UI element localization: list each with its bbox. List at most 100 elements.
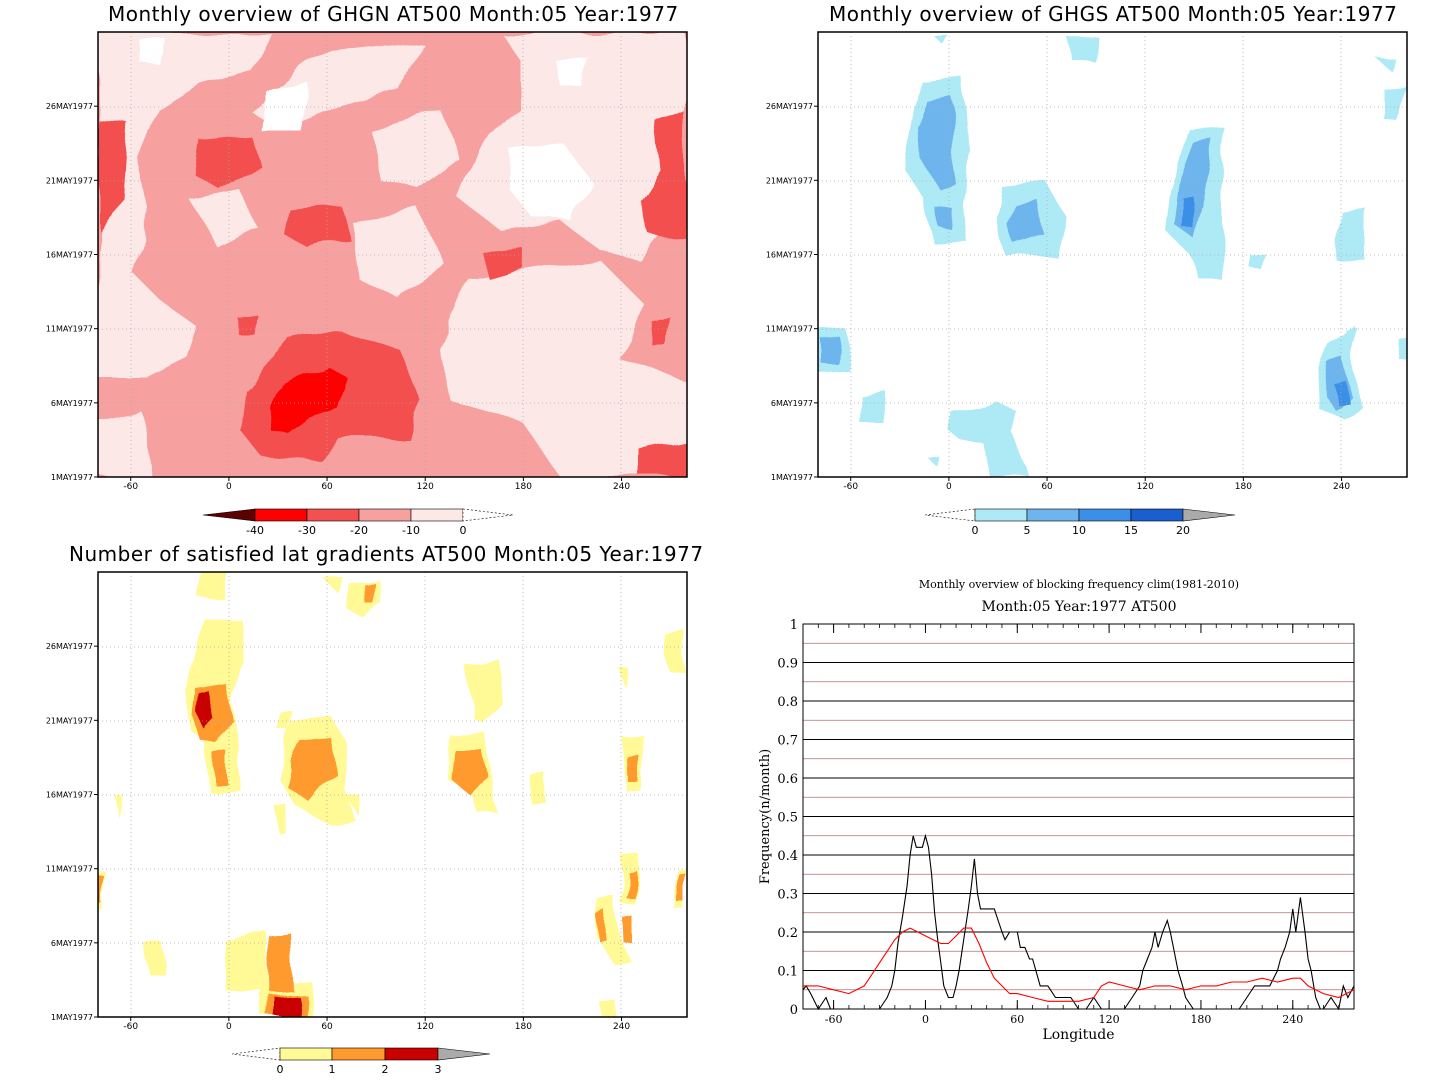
ghgs-region-light bbox=[948, 400, 1030, 477]
y-tick-label: 0 bbox=[790, 1003, 798, 1018]
ghgn-region-medium bbox=[480, 245, 525, 280]
x-axis-label: Longitude bbox=[1042, 1027, 1114, 1043]
ghgn-y-tick-label: 21MAY1977 bbox=[46, 176, 93, 185]
ghgs-title: Monthly overview of GHGS AT500 Month:05 … bbox=[829, 2, 1398, 26]
lat-region-low bbox=[278, 708, 290, 730]
lat-region-mid bbox=[360, 578, 370, 600]
ghgs-colorbar-extend-high bbox=[1182, 508, 1236, 522]
ghgs-region-mid bbox=[920, 100, 955, 190]
lat-region-high bbox=[196, 690, 214, 730]
lat-region-mid bbox=[597, 912, 607, 940]
ghgn-colorbar-swatch bbox=[306, 508, 360, 522]
ghgs-x-tick-label: 240 bbox=[1333, 482, 1350, 492]
lat-region-mid bbox=[452, 750, 487, 795]
lat-y-tick-label: 6MAY1977 bbox=[51, 939, 93, 948]
ghgs-region-light bbox=[1070, 38, 1100, 65]
ghgn-heatmap bbox=[98, 32, 687, 477]
lat-region-mid bbox=[215, 752, 228, 785]
lat-region-mid bbox=[680, 875, 687, 905]
ghgn-x-tick-label: 240 bbox=[613, 482, 630, 492]
lat-colorbar-label: 3 bbox=[435, 1063, 442, 1076]
ghgn-region-white bbox=[260, 85, 310, 130]
ghgs-colorbar-swatch bbox=[1026, 508, 1080, 522]
ghgs-colorbar: 0 5 10 15 20 bbox=[924, 508, 1236, 537]
ghgn-region-medium bbox=[195, 135, 260, 190]
ghgs-region-light bbox=[925, 455, 938, 465]
ghgs-y-tick-label: 11MAY1977 bbox=[766, 325, 813, 334]
ghgn-colorbar-label: -30 bbox=[298, 524, 316, 537]
lat-region-low bbox=[145, 942, 162, 972]
ghgs-region-light bbox=[1385, 85, 1405, 122]
ghgs-y-tick-label: 1MAY1977 bbox=[771, 473, 813, 482]
ghgn-region-light bbox=[190, 190, 260, 250]
y-axis-label: Frequency(n/month) bbox=[758, 749, 773, 884]
lat-region-mid bbox=[625, 918, 634, 945]
ghgs-region-dark bbox=[1183, 198, 1195, 230]
ghgn-colorbar: -40 -30 -20 -10 0 bbox=[202, 508, 514, 537]
ghgn-x-tick-label: -60 bbox=[123, 482, 138, 492]
ghgs-colorbar-label: 0 bbox=[972, 524, 979, 537]
ghgn-y-tick-label: 11MAY1977 bbox=[46, 325, 93, 334]
x-tick-label: 120 bbox=[1099, 1013, 1120, 1026]
lat-y-tick-label: 21MAY1977 bbox=[46, 716, 93, 725]
lat-region-mid bbox=[626, 868, 634, 898]
ghgn-region-white bbox=[140, 38, 165, 65]
ghgs-colorbar-label: 5 bbox=[1024, 524, 1031, 537]
lat-colorbar-label: 1 bbox=[329, 1063, 336, 1076]
ghgn-region-light bbox=[98, 410, 150, 477]
ghgn-colorbar-swatch bbox=[254, 508, 308, 522]
ghgn-y-tick-label: 6MAY1977 bbox=[51, 399, 93, 408]
lat-x-tick-label: 120 bbox=[417, 1022, 434, 1032]
y-tick-label: 0.3 bbox=[777, 888, 798, 903]
ghgs-heatmap bbox=[818, 32, 1407, 477]
lat-x-tick-label: -60 bbox=[123, 1022, 138, 1032]
lat-region-low bbox=[225, 930, 270, 990]
lat-colorbar-swatch bbox=[279, 1047, 333, 1061]
lat-region-high bbox=[275, 995, 300, 1017]
ghgn-x-tick-label: 180 bbox=[515, 482, 532, 492]
y-tick-label: 1 bbox=[790, 618, 798, 633]
ghgs-region-mid bbox=[938, 208, 952, 228]
ghgs-region-light bbox=[1345, 328, 1358, 345]
ghgs-region-mid bbox=[820, 335, 838, 362]
ghgn-region-medium bbox=[640, 115, 687, 240]
ghgn-colorbar-swatch bbox=[410, 508, 464, 522]
ghgs-region-light bbox=[1378, 58, 1395, 70]
ghgs-x-tick-label: 120 bbox=[1137, 482, 1154, 492]
lat-x-tick-label: 60 bbox=[321, 1022, 333, 1032]
lat-region-low bbox=[617, 665, 625, 685]
lat-region-low bbox=[200, 572, 230, 600]
lat-region-mid bbox=[290, 737, 337, 805]
lat-colorbar: 0 1 2 3 bbox=[231, 1047, 491, 1076]
y-tick-label: 0.5 bbox=[777, 811, 798, 826]
x-tick-label: 240 bbox=[1282, 1013, 1303, 1026]
lat-colorbar-label: 2 bbox=[382, 1063, 389, 1076]
ghgn-region-medium bbox=[640, 440, 687, 477]
ghgs-x-tick-label: 180 bbox=[1235, 482, 1252, 492]
lat-region-low bbox=[598, 1000, 615, 1017]
lat-region-mid bbox=[625, 752, 636, 780]
ghgn-colorbar-extend-low bbox=[202, 508, 256, 522]
series-line-observed bbox=[802, 833, 1355, 1011]
ghgs-colorbar-label: 15 bbox=[1124, 524, 1138, 537]
x-tick-label: -60 bbox=[825, 1013, 843, 1026]
x-tick-label: 180 bbox=[1190, 1013, 1211, 1026]
y-tick-label: 0.1 bbox=[777, 965, 798, 980]
lat-region-low bbox=[320, 575, 340, 590]
ghgn-x-tick-label: 60 bbox=[321, 482, 333, 492]
ghgs-x-tick-label: 60 bbox=[1041, 482, 1053, 492]
ghgn-region-medium bbox=[235, 312, 255, 332]
ghgn-x-tick-label: 0 bbox=[226, 482, 232, 492]
lat-x-tick-label: 0 bbox=[226, 1022, 232, 1032]
lat-x-tick-label: 180 bbox=[515, 1022, 532, 1032]
ghgn-colorbar-label: -10 bbox=[402, 524, 420, 537]
lat-region-low bbox=[278, 808, 290, 835]
lat-y-tick-label: 1MAY1977 bbox=[51, 1013, 93, 1022]
lat-region-mid bbox=[98, 875, 103, 905]
lat-region-low bbox=[115, 795, 122, 820]
ghgn-region-dark bbox=[268, 368, 350, 435]
frequency-line-chart: 0 0.1 0.2 0.3 0.4 0.5 0.6 0.7 0.8 0.9 1 -60 0 60 120 18… bbox=[758, 618, 1355, 1043]
freq-title: Monthly overview of blocking frequency c… bbox=[919, 578, 1239, 591]
y-tick-label: 0.2 bbox=[777, 926, 798, 941]
ghgs-region-light bbox=[1250, 253, 1265, 270]
